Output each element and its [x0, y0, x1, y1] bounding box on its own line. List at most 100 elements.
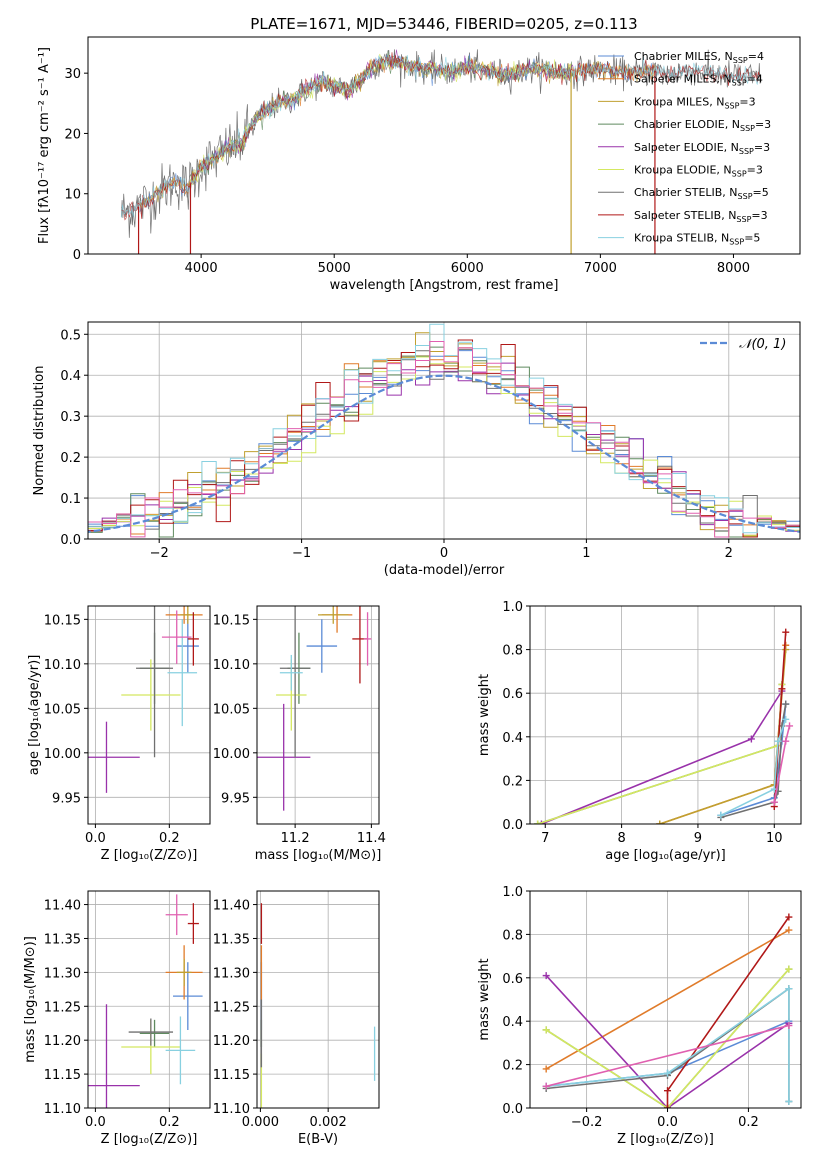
legend-entry: Salpeter MILES, NSSP=4: [634, 73, 763, 88]
plot-area: [542, 913, 793, 1108]
y-tick-label: 0.8: [502, 644, 523, 659]
mass-weight-marker: [785, 926, 793, 934]
spectrum-model-line: [121, 55, 760, 218]
x-tick-label: 0.000: [242, 1115, 279, 1130]
mass-weight-marker: [747, 735, 755, 743]
legend-entry: Chabrier MILES, NSSP=4: [634, 50, 764, 65]
plot-area: [534, 628, 794, 824]
mass-weight-vs-metallicity-panel: −0.2 0.0 0.2 0.0 0.2 0.4 0.6 0.8 1.0 Z [log₁₀(Z/Z…: [477, 885, 802, 1147]
y-tick-label: 9.95: [221, 791, 250, 806]
y-tick-label: 11.40: [213, 899, 250, 914]
y-tick-label: 10.10: [44, 658, 81, 673]
y-tick-label: 20: [64, 127, 81, 142]
y-tick-label: 0: [73, 248, 81, 263]
mass-weight-line: [546, 987, 790, 1102]
axes-frame: [256, 605, 380, 825]
mass-weight-marker: [778, 685, 786, 693]
y-axis-label: mass [log₁₀(M/M⊙)]: [23, 936, 38, 1063]
figure-title: PLATE=1671, MJD=53446, FIBERID=0205, z=0…: [250, 15, 637, 33]
x-tick-label: 9: [694, 831, 702, 846]
mass-weight-marker: [656, 820, 664, 824]
x-axis-label: age [log₁₀(age/yr)]: [605, 848, 726, 863]
y-tick-label: 0.0: [502, 1102, 523, 1117]
plot-area: [88, 606, 203, 793]
y-tick-label: 0.8: [502, 928, 523, 943]
x-tick-label: 0.2: [738, 1115, 759, 1130]
mass-weight-line: [541, 690, 783, 824]
x-tick-label: 0.2: [159, 1115, 180, 1130]
plot-area: [260, 903, 376, 1108]
x-tick-label: 6000: [451, 261, 484, 276]
mass-weight-marker: [542, 1026, 550, 1034]
y-tick-label: 0.6: [502, 972, 523, 987]
y-tick-label: 30: [64, 67, 81, 82]
legend-entry: Chabrier STELIB, NSSP=5: [634, 186, 769, 201]
mass-weight-marker: [774, 737, 782, 745]
age-vs-mass-panel: 11.2 11.4 9.95 10.00 10.05 10.10 10.15 mass [lo…: [213, 605, 386, 863]
x-tick-label: 7: [541, 831, 549, 846]
y-tick-label: 0.2: [502, 774, 523, 789]
axes-frame: [87, 890, 211, 1109]
y-tick-label: 0.0: [60, 533, 81, 548]
axes-frame: [256, 890, 380, 1109]
y-axis-label: mass weight: [477, 958, 492, 1040]
mass-weight-marker: [542, 972, 550, 980]
y-tick-label: 0.6: [502, 687, 523, 702]
y-tick-label: 11.20: [213, 1034, 250, 1049]
y-tick-label: 0.4: [60, 369, 81, 384]
y-tick-label: 0.1: [60, 492, 81, 507]
mass-weight-marker: [786, 722, 794, 730]
x-tick-label: 8: [617, 831, 625, 846]
y-tick-label: 11.40: [44, 899, 81, 914]
legend-entry: Salpeter STELIB, NSSP=3: [634, 209, 768, 224]
plot-area: [120, 49, 761, 254]
y-tick-label: 0.2: [502, 1059, 523, 1074]
y-tick-label: 0.2: [60, 451, 81, 466]
residual-histogram-step: [88, 323, 800, 538]
y-tick-label: 0.0: [502, 818, 523, 833]
y-tick-label: 11.15: [44, 1068, 81, 1083]
mass-vs-metallicity-panel: 0.0 0.2 11.10 11.15 11.20 11.25 11.30 11.35 11.4…: [23, 890, 211, 1147]
mass-weight-line: [545, 968, 790, 1108]
x-tick-label: 0.0: [657, 1115, 678, 1130]
mass-weight-marker: [537, 820, 545, 824]
y-tick-label: 11.30: [44, 966, 81, 981]
x-tick-label: 7000: [584, 261, 617, 276]
x-tick-label: 0.2: [159, 831, 180, 846]
x-axis-label: mass [log₁₀(M/M⊙)]: [255, 848, 382, 863]
mass-weight-marker: [717, 811, 725, 819]
x-tick-label: 2: [725, 546, 733, 561]
y-tick-label: 11.15: [213, 1068, 250, 1083]
y-tick-label: 10.00: [213, 747, 250, 762]
y-axis-label: Flux [fλ10⁻¹⁷ erg cm⁻² s⁻¹ A⁻¹]: [37, 47, 52, 244]
mass-weight-marker: [664, 1069, 672, 1077]
y-tick-label: 11.35: [213, 932, 250, 947]
legend-entry: Kroupa ELODIE, NSSP=3: [634, 164, 763, 179]
mass-weight-marker: [770, 798, 778, 806]
mass-weight-marker: [782, 737, 790, 745]
x-axis-label: Z [log₁₀(Z/Z⊙)]: [617, 1132, 714, 1147]
y-tick-label: 0.4: [502, 731, 523, 746]
mass-weight-line: [666, 916, 790, 1108]
mass-weight-marker: [664, 1104, 672, 1108]
mass-weight-marker: [782, 628, 790, 636]
y-tick-label: 10: [64, 188, 81, 203]
normal-legend-label: 𝒩(0, 1): [739, 337, 786, 352]
x-tick-label: 0.002: [310, 1115, 347, 1130]
y-tick-label: 10.15: [213, 613, 250, 628]
y-tick-label: 11.25: [44, 1000, 81, 1015]
x-tick-label: 11.4: [357, 831, 386, 846]
x-tick-label: 5000: [318, 261, 351, 276]
spectrum-panel: 4000 5000 6000 7000 8000 0 10 20 30 wavelength [A…: [37, 36, 801, 293]
x-axis-label: (data-model)/error: [384, 563, 505, 578]
legend-entry: Salpeter ELODIE, NSSP=3: [634, 141, 770, 156]
y-tick-label: 9.95: [52, 791, 81, 806]
legend-entry: Kroupa MILES, NSSP=3: [634, 95, 756, 110]
mass-weight-vs-age-panel: 7 8 9 10 0.0 0.2 0.4 0.6 0.8 1.0 age [log₁₀(age/yr…: [477, 600, 802, 863]
x-axis-label: Z [log₁₀(Z/Z⊙)]: [101, 1132, 198, 1147]
mass-weight-marker: [785, 985, 793, 993]
mass-vs-ebv-panel: 0.000 0.002 11.10 11.15 11.20 11.25 11.30 11.35…: [213, 890, 380, 1147]
y-tick-label: 0.3: [60, 410, 81, 425]
axes-frame: [529, 605, 802, 825]
residual-histogram-step: [88, 341, 800, 538]
